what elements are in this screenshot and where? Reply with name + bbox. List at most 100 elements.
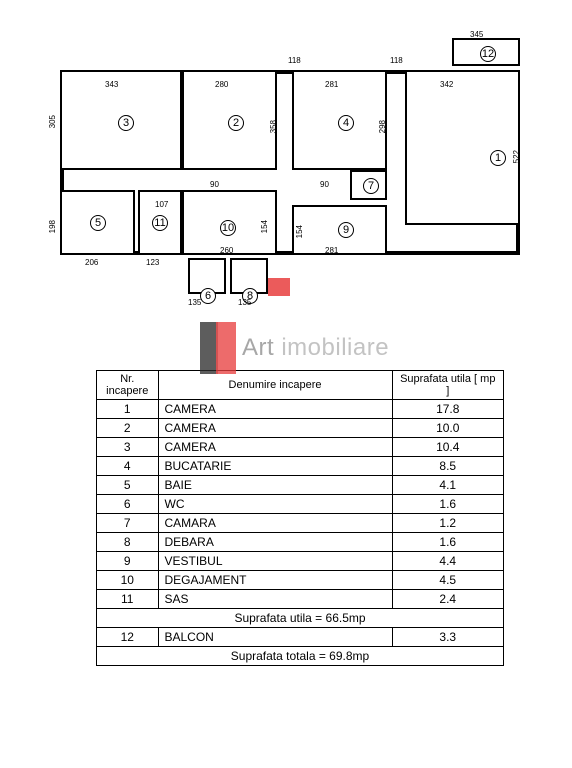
cell-name: CAMARA bbox=[158, 514, 392, 533]
cell-area: 1.2 bbox=[392, 514, 503, 533]
total-row: Suprafata totala = 69.8mp bbox=[97, 647, 504, 666]
cell-nr: 11 bbox=[97, 590, 159, 609]
dimension-label: 358 bbox=[269, 120, 278, 133]
balcony-row: 12BALCON3.3 bbox=[97, 628, 504, 647]
cell-nr: 5 bbox=[97, 476, 159, 495]
room-number-9: 9 bbox=[338, 222, 354, 238]
cell-area: 3.3 bbox=[392, 628, 503, 647]
logo-suffix: imobiliare bbox=[274, 334, 389, 361]
dimension-label: 107 bbox=[155, 200, 168, 209]
table-row: 4BUCATARIE8.5 bbox=[97, 457, 504, 476]
cell-area: 10.4 bbox=[392, 438, 503, 457]
logo-bar-red bbox=[216, 322, 236, 374]
room-number-2: 2 bbox=[228, 115, 244, 131]
header-area: Suprafata utila [ mp ] bbox=[392, 371, 503, 400]
subtotal-cell: Suprafata utila = 66.5mp bbox=[97, 609, 504, 628]
room-number-4: 4 bbox=[338, 115, 354, 131]
room-number-11: 11 bbox=[152, 215, 168, 231]
room-number-7: 7 bbox=[363, 178, 379, 194]
room-number-5: 5 bbox=[90, 215, 106, 231]
cell-area: 10.0 bbox=[392, 419, 503, 438]
table-row: 5BAIE4.1 bbox=[97, 476, 504, 495]
cell-name: BUCATARIE bbox=[158, 457, 392, 476]
cell-nr: 10 bbox=[97, 571, 159, 590]
cell-nr: 6 bbox=[97, 495, 159, 514]
table-row: 2CAMERA10.0 bbox=[97, 419, 504, 438]
cell-area: 8.5 bbox=[392, 457, 503, 476]
cell-name: CAMERA bbox=[158, 438, 392, 457]
logo-brand: Art bbox=[242, 334, 274, 361]
table-row: 1CAMERA17.8 bbox=[97, 400, 504, 419]
cell-name: DEGAJAMENT bbox=[158, 571, 392, 590]
cell-nr: 4 bbox=[97, 457, 159, 476]
cell-name: SAS bbox=[158, 590, 392, 609]
cell-name: CAMERA bbox=[158, 400, 392, 419]
table-row: 6WC1.6 bbox=[97, 495, 504, 514]
dimension-label: 206 bbox=[85, 258, 98, 267]
dimension-label: 298 bbox=[378, 120, 387, 133]
dimension-label: 305 bbox=[48, 115, 57, 128]
header-name: Denumire incapere bbox=[158, 371, 392, 400]
cell-name: CAMERA bbox=[158, 419, 392, 438]
cell-name: WC bbox=[158, 495, 392, 514]
rooms-table-container: Nr. incapere Denumire incapere Suprafata… bbox=[96, 370, 504, 666]
table-row: 8DEBARA1.6 bbox=[97, 533, 504, 552]
cell-nr: 2 bbox=[97, 419, 159, 438]
table-header-row: Nr. incapere Denumire incapere Suprafata… bbox=[97, 371, 504, 400]
cell-name: DEBARA bbox=[158, 533, 392, 552]
room-number-10: 10 bbox=[220, 220, 236, 236]
dimension-label: 345 bbox=[470, 30, 483, 39]
table-row: 11SAS2.4 bbox=[97, 590, 504, 609]
cell-area: 4.5 bbox=[392, 571, 503, 590]
room-number-12: 12 bbox=[480, 46, 496, 62]
dimension-label: 342 bbox=[440, 80, 453, 89]
subtotal-row: Suprafata utila = 66.5mp bbox=[97, 609, 504, 628]
dimension-label: 343 bbox=[105, 80, 118, 89]
dimension-label: 118 bbox=[288, 56, 301, 65]
logo-text: Art imobiliare bbox=[242, 334, 389, 362]
dimension-label: 281 bbox=[325, 246, 338, 255]
cell-nr: 12 bbox=[97, 628, 159, 647]
dimension-label: 154 bbox=[260, 220, 269, 233]
dimension-label: 90 bbox=[320, 180, 329, 189]
room-1 bbox=[405, 70, 520, 225]
cell-nr: 7 bbox=[97, 514, 159, 533]
watermark-logo: Art imobiliare bbox=[200, 322, 389, 374]
room-number-6: 6 bbox=[200, 288, 216, 304]
cell-nr: 9 bbox=[97, 552, 159, 571]
cell-nr: 3 bbox=[97, 438, 159, 457]
cell-area: 1.6 bbox=[392, 495, 503, 514]
cell-area: 1.6 bbox=[392, 533, 503, 552]
dimension-label: 135 bbox=[238, 298, 251, 307]
highlight-block bbox=[268, 278, 290, 296]
dimension-label: 198 bbox=[48, 220, 57, 233]
cell-area: 2.4 bbox=[392, 590, 503, 609]
table-row: 9VESTIBUL4.4 bbox=[97, 552, 504, 571]
cell-nr: 8 bbox=[97, 533, 159, 552]
cell-area: 17.8 bbox=[392, 400, 503, 419]
rooms-table: Nr. incapere Denumire incapere Suprafata… bbox=[96, 370, 504, 666]
room-number-1: 1 bbox=[490, 150, 506, 166]
dimension-label: 135 bbox=[188, 298, 201, 307]
table-row: 3CAMERA10.4 bbox=[97, 438, 504, 457]
room-number-3: 3 bbox=[118, 115, 134, 131]
header-nr: Nr. incapere bbox=[97, 371, 159, 400]
dimension-label: 90 bbox=[210, 180, 219, 189]
cell-area: 4.4 bbox=[392, 552, 503, 571]
cell-name: BALCON bbox=[158, 628, 392, 647]
page-container: 1342522228035833433054281298520619879281… bbox=[0, 0, 572, 768]
table-row: 10DEGAJAMENT4.5 bbox=[97, 571, 504, 590]
dimension-label: 522 bbox=[512, 150, 521, 163]
cell-nr: 1 bbox=[97, 400, 159, 419]
dimension-label: 280 bbox=[215, 80, 228, 89]
dimension-label: 118 bbox=[390, 56, 403, 65]
dimension-label: 154 bbox=[295, 225, 304, 238]
floorplan: 1342522228035833433054281298520619879281… bbox=[60, 40, 530, 300]
dimension-label: 123 bbox=[146, 258, 159, 267]
cell-name: VESTIBUL bbox=[158, 552, 392, 571]
dimension-label: 281 bbox=[325, 80, 338, 89]
dimension-label: 260 bbox=[220, 246, 233, 255]
cell-name: BAIE bbox=[158, 476, 392, 495]
total-cell: Suprafata totala = 69.8mp bbox=[97, 647, 504, 666]
cell-area: 4.1 bbox=[392, 476, 503, 495]
